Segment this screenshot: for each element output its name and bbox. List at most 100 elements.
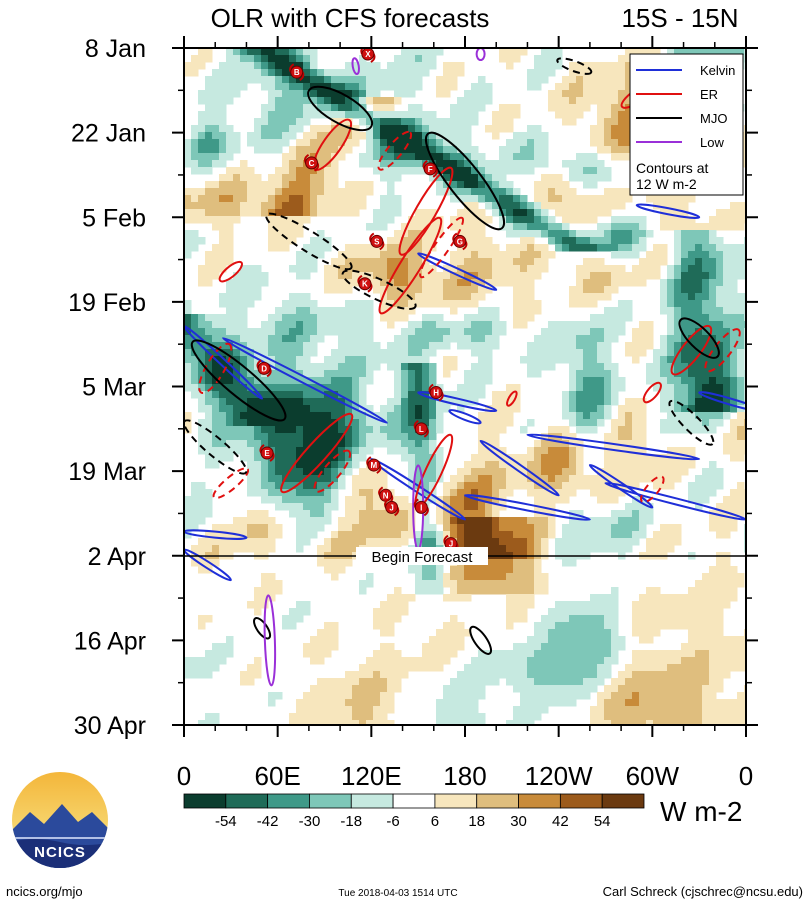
olr-cell	[604, 342, 612, 350]
olr-cell	[730, 643, 738, 651]
olr-cell	[359, 97, 367, 105]
olr-cell	[471, 538, 479, 546]
olr-cell	[625, 671, 633, 679]
olr-cell	[583, 300, 591, 308]
olr-cell	[268, 433, 276, 441]
olr-cell	[576, 76, 584, 84]
olr-cell	[289, 307, 297, 315]
olr-cell	[191, 377, 199, 385]
olr-cell	[359, 678, 367, 686]
olr-cell	[716, 678, 724, 686]
olr-cell	[597, 125, 605, 133]
olr-cell	[212, 321, 220, 329]
olr-cell	[520, 167, 528, 175]
olr-cell	[576, 440, 584, 448]
olr-cell	[296, 531, 304, 539]
olr-cell	[492, 321, 500, 329]
olr-cell	[331, 412, 339, 420]
olr-cell	[387, 167, 395, 175]
olr-cell	[184, 153, 192, 161]
olr-cell	[583, 167, 591, 175]
olr-cell	[212, 272, 220, 280]
olr-cell	[233, 181, 241, 189]
olr-cell	[576, 174, 584, 182]
olr-cell	[331, 636, 339, 644]
olr-cell	[457, 230, 465, 238]
olr-cell	[457, 69, 465, 77]
olr-cell	[268, 405, 276, 413]
olr-cell	[401, 69, 409, 77]
olr-cell	[576, 664, 584, 672]
olr-cell	[639, 671, 647, 679]
olr-cell	[492, 664, 500, 672]
olr-cell	[247, 454, 255, 462]
olr-cell	[324, 629, 332, 637]
olr-cell	[695, 650, 703, 658]
olr-cell	[513, 251, 521, 259]
olr-cell	[737, 426, 745, 434]
olr-cell	[590, 62, 598, 70]
olr-cell	[569, 244, 577, 252]
olr-cell	[310, 370, 318, 378]
olr-cell	[219, 300, 227, 308]
olr-cell	[576, 468, 584, 476]
olr-cell	[401, 300, 409, 308]
olr-cell	[737, 482, 745, 490]
olr-cell	[254, 286, 262, 294]
olr-cell	[604, 314, 612, 322]
olr-cell	[366, 153, 374, 161]
olr-cell	[471, 83, 479, 91]
olr-cell	[345, 685, 353, 693]
olr-cell	[275, 363, 283, 371]
olr-cell	[212, 83, 220, 91]
olr-cell	[632, 405, 640, 413]
olr-cell	[289, 398, 297, 406]
olr-cell	[457, 251, 465, 259]
olr-cell	[338, 461, 346, 469]
olr-cell	[289, 216, 297, 224]
olr-cell	[625, 349, 633, 357]
olr-cell	[366, 692, 374, 700]
olr-cell	[576, 391, 584, 399]
olr-cell	[688, 377, 696, 385]
olr-cell	[373, 363, 381, 371]
olr-cell	[387, 300, 395, 308]
olr-cell	[457, 531, 465, 539]
olr-cell	[289, 447, 297, 455]
olr-cell	[275, 209, 283, 217]
olr-cell	[478, 510, 486, 518]
olr-cell	[310, 433, 318, 441]
olr-cell	[611, 426, 619, 434]
olr-cell	[275, 405, 283, 413]
olr-cell	[618, 111, 626, 119]
olr-cell	[737, 300, 745, 308]
olr-cell	[478, 517, 486, 525]
olr-cell	[422, 111, 430, 119]
olr-cell	[261, 195, 269, 203]
olr-cell	[408, 328, 416, 336]
olr-cell	[730, 524, 738, 532]
olr-cell	[296, 181, 304, 189]
olr-cell	[436, 650, 444, 658]
olr-cell	[604, 664, 612, 672]
olr-cell	[576, 62, 584, 70]
olr-cell	[303, 426, 311, 434]
olr-cell	[429, 482, 437, 490]
olr-cell	[716, 510, 724, 518]
olr-cell	[499, 545, 507, 553]
olr-cell	[282, 202, 290, 210]
olr-cell	[590, 412, 598, 420]
olr-cell	[331, 349, 339, 357]
olr-cell	[429, 174, 437, 182]
olr-cell	[709, 657, 717, 665]
olr-cell	[562, 454, 570, 462]
olr-cell	[562, 615, 570, 623]
olr-cell	[485, 671, 493, 679]
olr-cell	[506, 125, 514, 133]
olr-cell	[401, 223, 409, 231]
olr-cell	[275, 335, 283, 343]
olr-cell	[625, 419, 633, 427]
olr-cell	[373, 251, 381, 259]
olr-cell	[219, 265, 227, 273]
olr-cell	[527, 531, 535, 539]
